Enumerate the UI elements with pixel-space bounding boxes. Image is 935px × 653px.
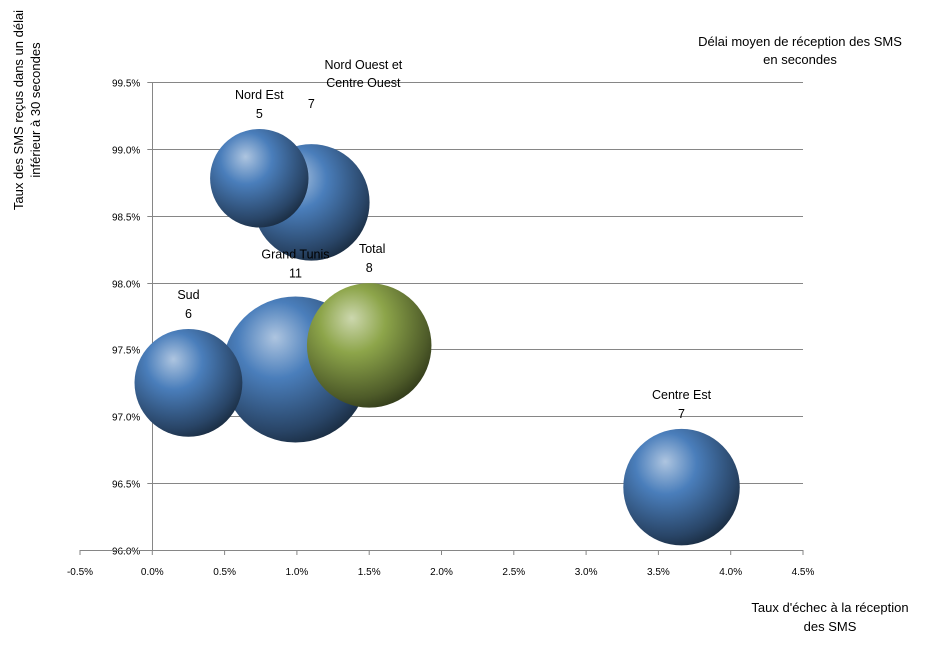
- y-tick-label: 98.0%: [112, 280, 140, 291]
- svg-text:Total: Total: [359, 242, 385, 256]
- bubble-label-nord-ouest-et-centre-ouest: Nord Ouest et Centre Ouest 7: [308, 58, 403, 111]
- svg-text:Centre Ouest: Centre Ouest: [326, 76, 401, 90]
- y-tick-label: 98.5%: [112, 213, 140, 224]
- y-tick-label: 97.0%: [112, 413, 140, 424]
- bubble-label-grand-tunis: Grand Tunis 11: [261, 247, 329, 280]
- x-axis-title: Taux d'échec à la réception des SMS: [751, 600, 909, 634]
- svg-text:Nord Est: Nord Est: [235, 88, 284, 102]
- svg-text:Centre Est: Centre Est: [652, 388, 712, 402]
- bubble-label-total: Total 8: [359, 242, 385, 275]
- svg-text:8: 8: [366, 261, 373, 275]
- x-tick-label: 2.0%: [430, 567, 453, 578]
- x-tick-label: 1.0%: [286, 567, 309, 578]
- bubble-label-nord-est: Nord Est 5: [235, 88, 284, 121]
- x-tick-label: 3.0%: [575, 567, 598, 578]
- svg-text:Nord Ouest et: Nord Ouest et: [324, 58, 402, 72]
- x-tick-label: 2.5%: [502, 567, 525, 578]
- svg-text:5: 5: [256, 107, 263, 121]
- bubble-centre-est: [623, 428, 740, 546]
- bubble-labels: Nord Est 5 Nord Ouest et Centre Ouest 7 Total…: [177, 58, 711, 421]
- x-tick-label: 0.0%: [141, 567, 164, 578]
- bubble-sud: [134, 328, 243, 437]
- bubble-label-sud: Sud 6: [177, 288, 199, 321]
- bubble-series: [134, 129, 740, 546]
- x-tick-label: 1.5%: [358, 567, 381, 578]
- x-tick-label: 4.0%: [719, 567, 742, 578]
- x-tick-label: 0.5%: [213, 567, 236, 578]
- svg-text:7: 7: [308, 97, 315, 111]
- axes: 96.0% 96.5% 97.0% 97.5% 98.0% 98.5% 99.0% 99.5%…: [67, 79, 815, 579]
- x-tick-label: 3.5%: [647, 567, 670, 578]
- bubble-nord-est: [210, 129, 309, 228]
- svg-text:6: 6: [185, 307, 192, 321]
- svg-text:Grand Tunis: Grand Tunis: [261, 247, 329, 261]
- bubble-total: [306, 283, 432, 408]
- svg-text:7: 7: [678, 407, 685, 421]
- x-tick-label: 4.5%: [792, 567, 815, 578]
- y-tick-label: 96.0%: [112, 547, 140, 558]
- svg-text:Sud: Sud: [177, 288, 199, 302]
- bubble-label-centre-est: Centre Est 7: [652, 388, 712, 421]
- svg-text:11: 11: [289, 266, 302, 280]
- y-tick-label: 96.5%: [112, 480, 140, 491]
- x-tick-label: -0.5%: [67, 567, 93, 578]
- y-tick-label: 99.0%: [112, 146, 140, 157]
- y-tick-label: 97.5%: [112, 346, 140, 357]
- bubble-size-legend: Délai moyen de réception des SMS en seco…: [698, 34, 902, 67]
- y-tick-label: 99.5%: [112, 79, 140, 90]
